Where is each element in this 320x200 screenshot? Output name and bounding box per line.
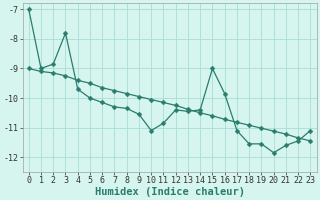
X-axis label: Humidex (Indice chaleur): Humidex (Indice chaleur) <box>95 186 244 197</box>
